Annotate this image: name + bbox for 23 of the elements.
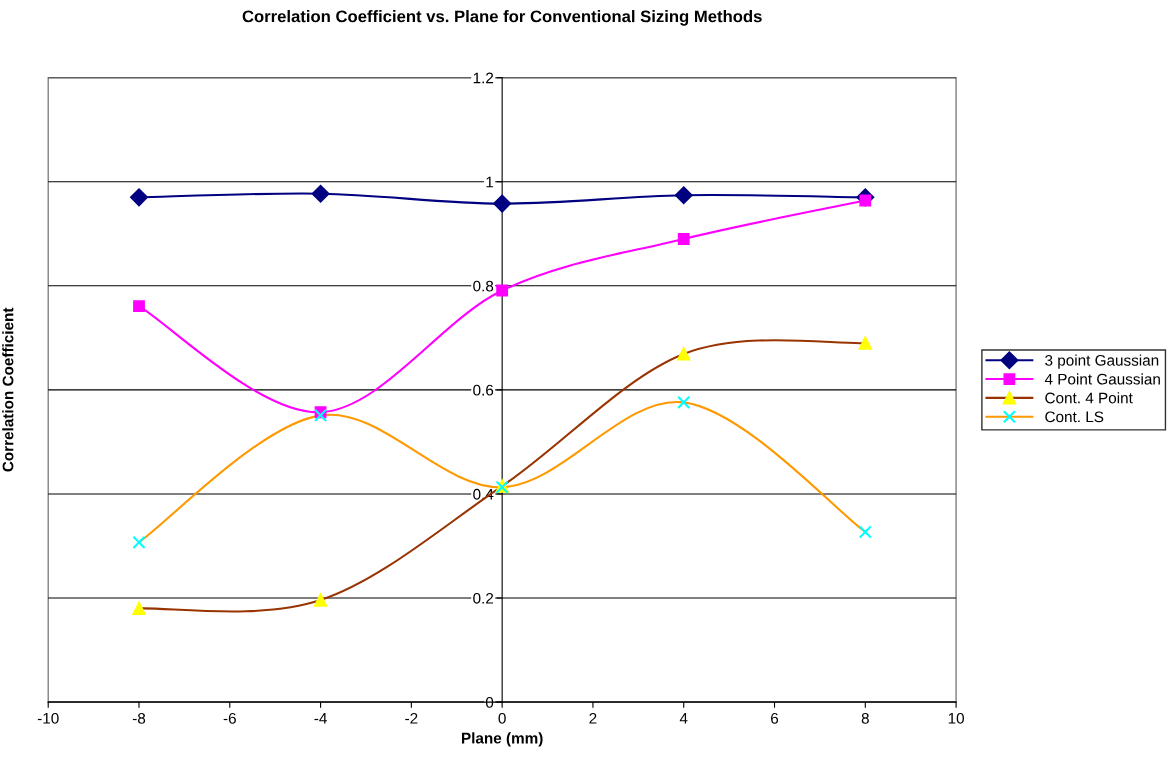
y-tick-label: 0.8 — [473, 280, 494, 292]
y-tick-label: 0.6 — [473, 384, 494, 396]
x-tick-label: 6 — [771, 712, 779, 724]
x-tick-label: 2 — [589, 712, 597, 724]
x-tick-label: -10 — [37, 712, 59, 724]
x-tick-label: -4 — [314, 713, 327, 724]
y-tick-label: 1 — [486, 176, 494, 188]
y-tick-label: 0.2 — [473, 592, 494, 604]
x-tick-label: -2 — [405, 712, 418, 724]
chart-title: Correlation Coefficient vs. Plane for Conventional Sizing Methods — [242, 10, 762, 26]
y-axis-title: Correlation Coefficient — [2, 307, 14, 472]
legend-label: Cont. LS — [1045, 411, 1104, 423]
x-axis-title: Plane (mm) — [462, 732, 543, 747]
x-tick-label: 10 — [948, 712, 964, 724]
x-tick-label: -6 — [223, 712, 236, 724]
x-tick-label: 0 — [498, 712, 506, 724]
y-tick-label: 1.2 — [473, 72, 494, 84]
x-tick-label: 4 — [679, 713, 688, 724]
x-tick-label: -8 — [132, 712, 146, 724]
legend-label: 3 point Gaussian — [1045, 354, 1159, 369]
legend-label: 4 Point Gaussian — [1044, 373, 1160, 385]
x-tick-label: 8 — [861, 712, 869, 724]
legend-label: Cont. 4 Point — [1045, 392, 1133, 404]
